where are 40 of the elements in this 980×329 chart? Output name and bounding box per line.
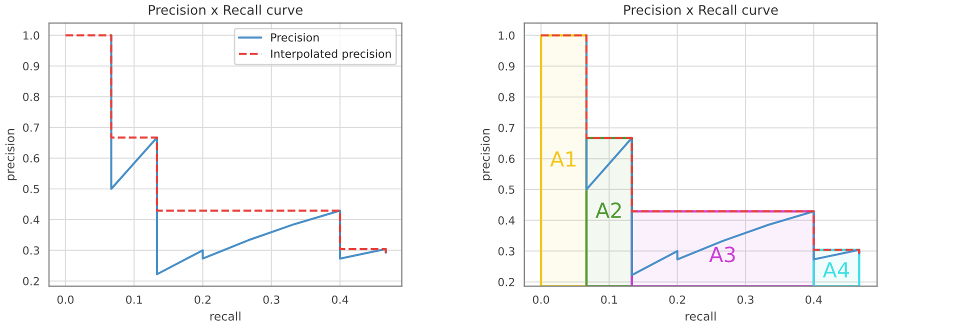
legend-label: Interpolated precision — [271, 49, 391, 60]
y-tick-label: 0.5 — [23, 184, 39, 194]
y-tick-label: 0.6 — [498, 154, 515, 164]
series-label: A3 — [709, 246, 735, 262]
y-tick-label: 1.0 — [498, 31, 515, 40]
series-label: A2 — [596, 202, 621, 218]
y-tick-label: 0.2 — [498, 278, 514, 286]
chart-title: Precision x Recall curve — [148, 4, 302, 15]
y-tick-label: 0.6 — [23, 154, 40, 163]
x-tick-label: 0.3 — [263, 295, 280, 304]
x-tick-label: 0.2 — [669, 295, 686, 304]
y-tick-label: 0.5 — [498, 185, 514, 194]
series-label: A4 — [822, 262, 850, 278]
y-tick-label: 0.3 — [498, 247, 514, 256]
y-tick-label: 0.4 — [23, 216, 40, 224]
x-tick-label: 0.1 — [601, 295, 617, 304]
y-tick-label: 0.3 — [23, 246, 40, 255]
x-tick-label: 0.4 — [806, 295, 822, 304]
chart-title: Precision x Recall curve — [624, 4, 778, 15]
x-axis-title: recall — [210, 312, 240, 321]
legend-label: Precision — [271, 33, 319, 42]
y-tick-label: 0.8 — [498, 92, 515, 102]
y-tick-label: 0.2 — [23, 276, 39, 286]
x-tick-label: 0.4 — [332, 295, 348, 304]
y-tick-label: 0.7 — [23, 123, 40, 132]
y-axis-title: precision — [480, 129, 492, 180]
y-tick-label: 0.9 — [23, 62, 40, 70]
y-tick-label: 0.7 — [498, 124, 514, 132]
series-label: A1 — [550, 151, 576, 167]
x-tick-label: 0.3 — [737, 295, 754, 304]
y-axis-title: precision — [5, 129, 17, 180]
x-axis-title: recall — [686, 312, 716, 321]
y-tick-label: 1.0 — [24, 31, 40, 40]
y-tick-label: 0.4 — [498, 216, 515, 225]
x-tick-label: 0.0 — [57, 295, 74, 304]
x-tick-label: 0.1 — [126, 295, 142, 304]
x-tick-label: 0.2 — [194, 295, 210, 304]
y-tick-label: 0.9 — [498, 62, 514, 71]
y-tick-label: 0.8 — [23, 92, 40, 102]
x-tick-label: 0.0 — [532, 295, 550, 304]
